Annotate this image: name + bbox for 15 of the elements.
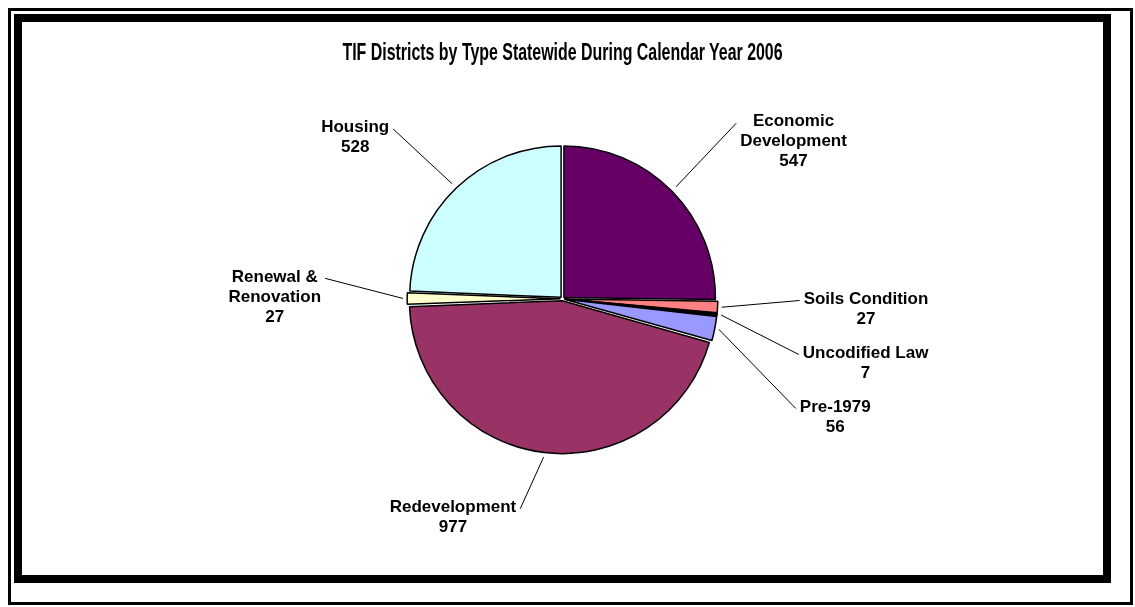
slice-label: Uncodified Law — [802, 342, 930, 362]
data-label: 977 — [438, 516, 468, 536]
data-label: 27 — [265, 306, 285, 326]
slice-label: Housing — [321, 117, 390, 137]
data-label: 547 — [779, 151, 808, 171]
data-label: 7 — [860, 362, 871, 382]
slice-label: Soils Condition — [803, 288, 929, 308]
chart-title: TIF Districts by Type Statewide During Calendar Year 2006 — [342, 39, 783, 65]
slice-label: Redevelopment — [389, 496, 517, 516]
data-label: 27 — [856, 308, 876, 328]
slice-label: Pre-1979 — [799, 396, 871, 416]
data-label: 56 — [825, 416, 845, 436]
slice-label: Economic Development — [740, 111, 848, 151]
slice-label: Renewal & Renovation — [228, 266, 322, 306]
data-label: 528 — [340, 137, 370, 157]
